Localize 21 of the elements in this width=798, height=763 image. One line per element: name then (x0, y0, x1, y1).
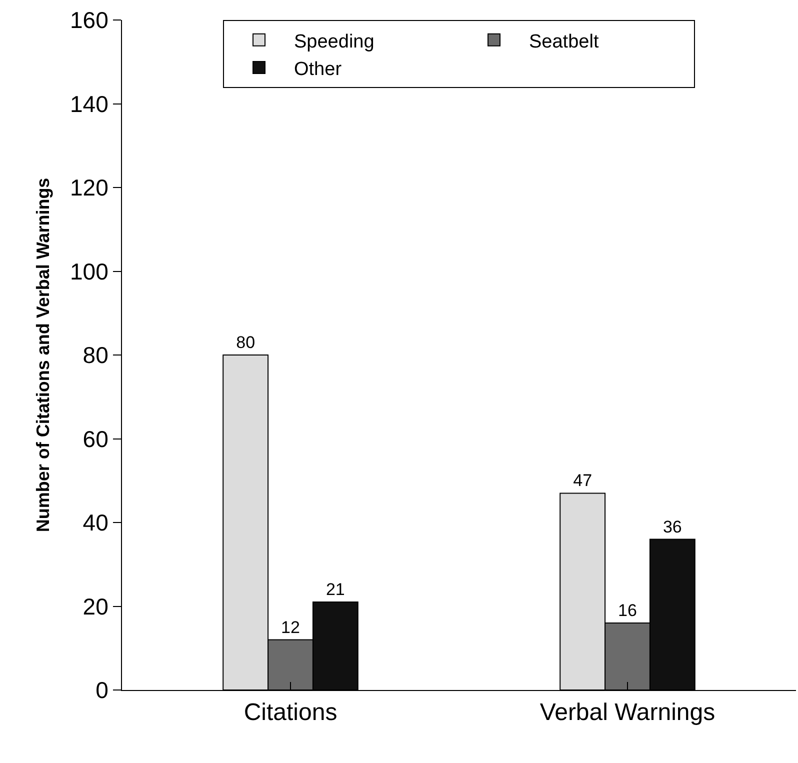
data-label: 36 (662, 517, 682, 536)
data-label: 12 (281, 618, 300, 637)
y-tick-label: 80 (82, 342, 108, 368)
x-tick-label: Citations (244, 698, 338, 726)
x-tick-label: Verbal Warnings (540, 698, 716, 726)
y-tick-label: 40 (82, 510, 108, 536)
legend-label: Speeding (294, 31, 374, 52)
y-tick-label: 120 (70, 174, 108, 201)
data-label: 21 (326, 580, 345, 600)
y-tick-label: 60 (82, 426, 108, 452)
y-tick-label: 0 (96, 677, 108, 704)
y-axis-title: Number of Citations and Verbal Warnings (33, 178, 54, 532)
legend-label: Other (294, 58, 342, 80)
data-label: 47 (573, 471, 592, 490)
y-tick-label: 20 (82, 593, 108, 620)
data-label: 80 (236, 333, 256, 352)
y-tick-label: 100 (70, 258, 108, 284)
legend-label: Seatbelt (529, 31, 600, 52)
data-label: 16 (618, 601, 637, 620)
y-tick-label: 160 (70, 7, 108, 34)
y-tick-label: 140 (70, 90, 108, 117)
